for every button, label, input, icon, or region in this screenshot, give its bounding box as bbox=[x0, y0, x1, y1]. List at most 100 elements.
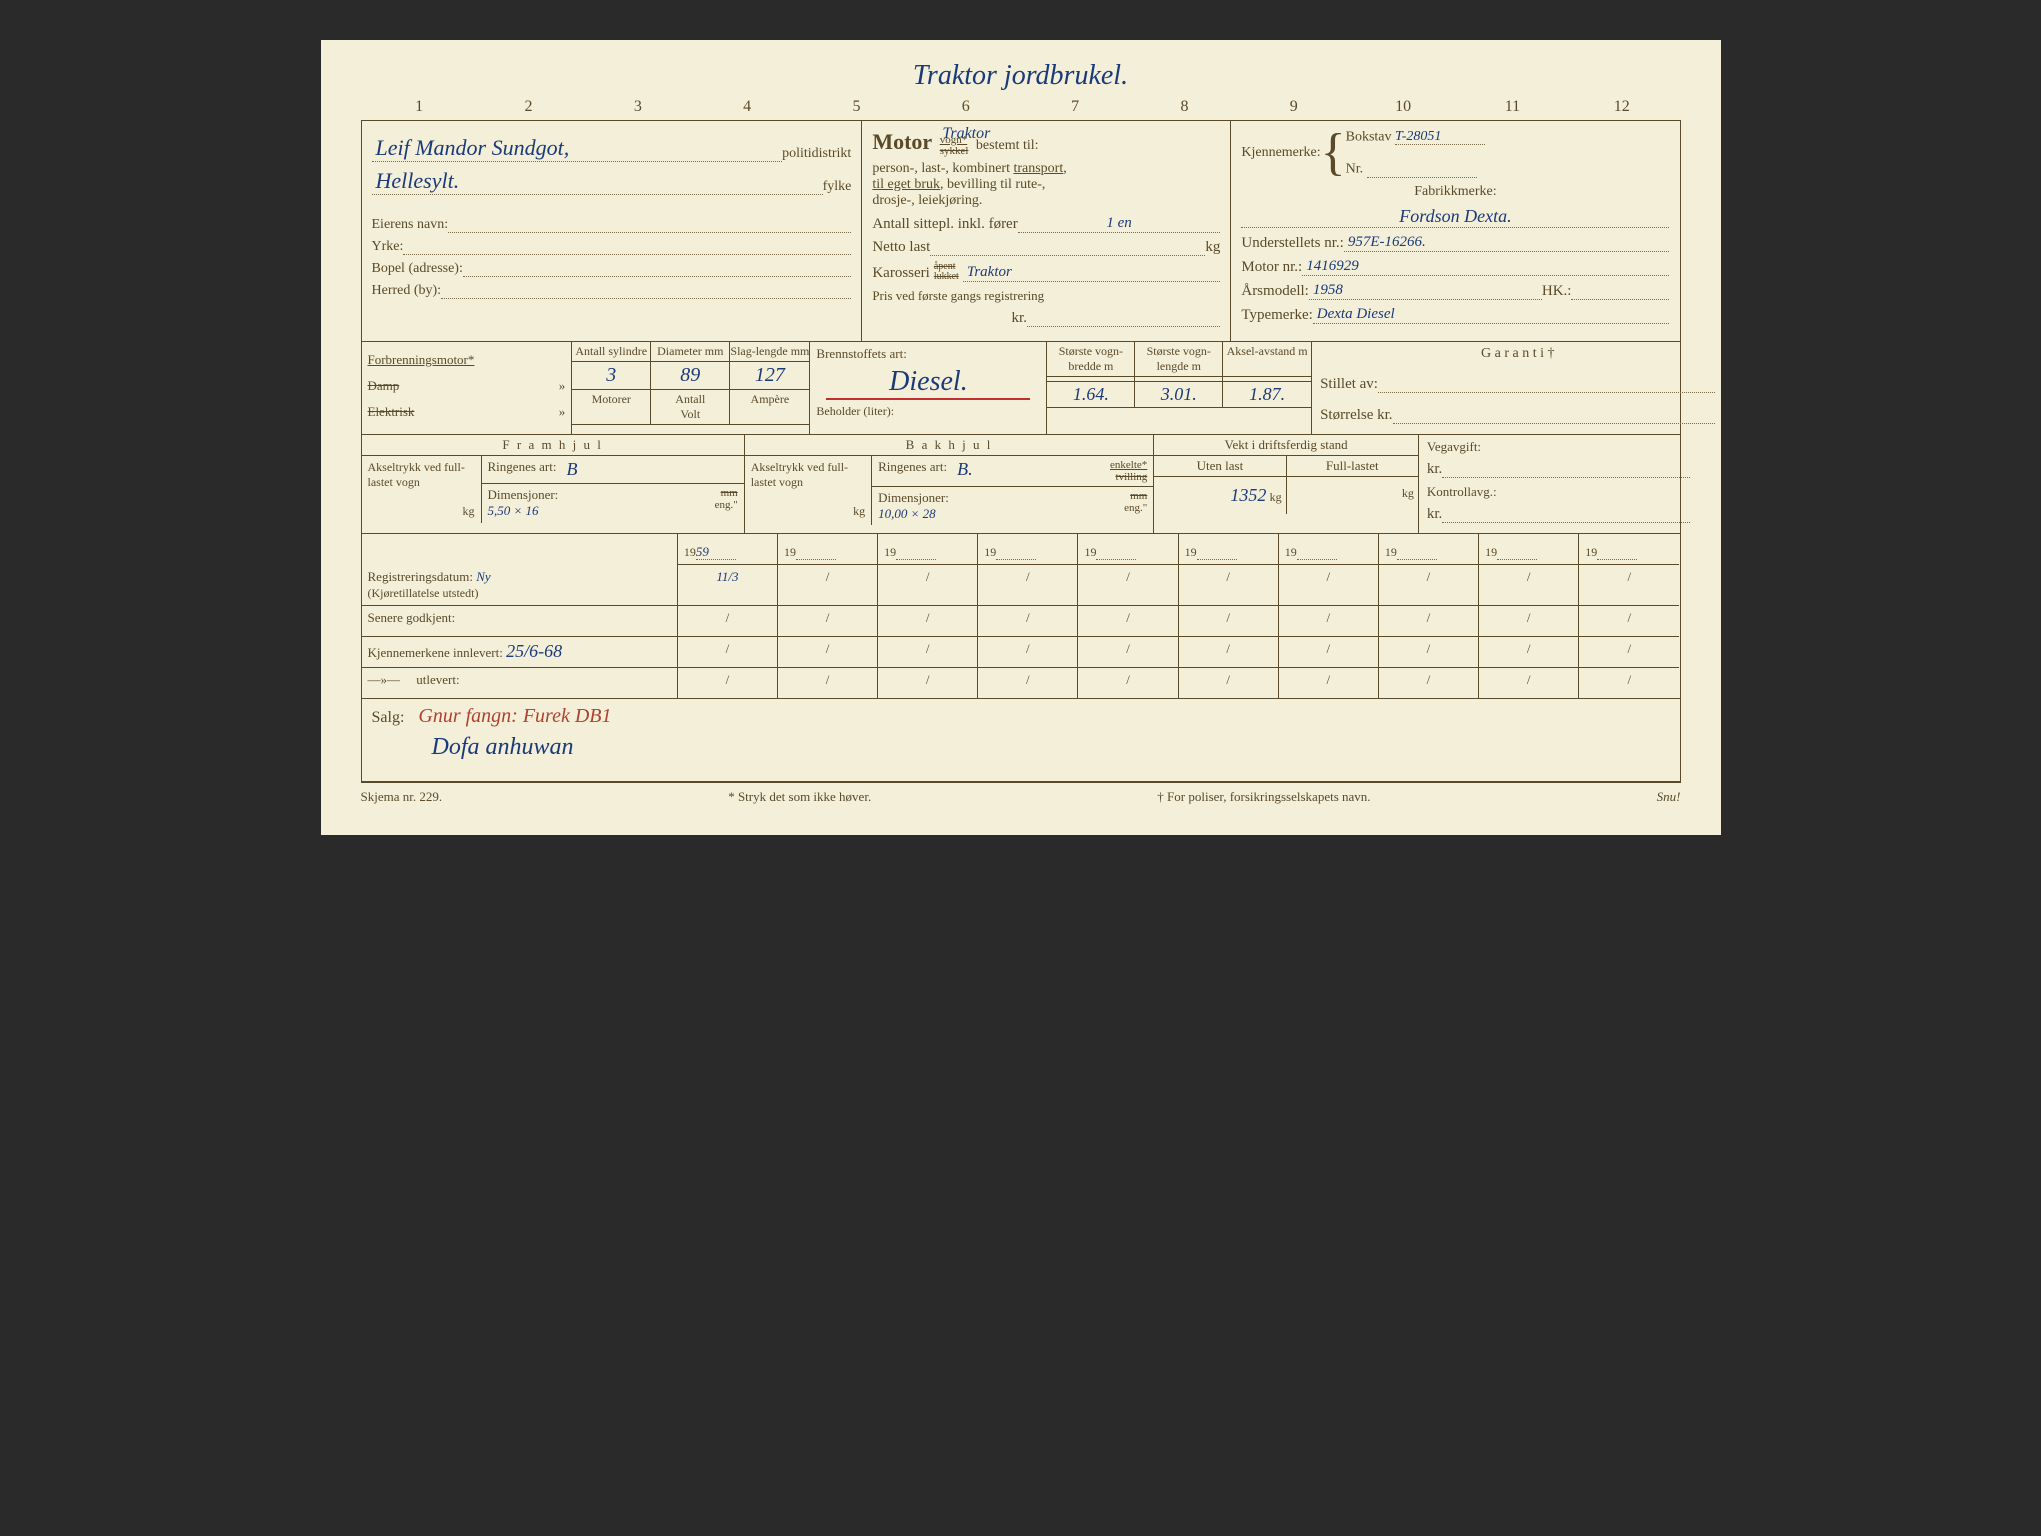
reg-date1: 11/3 bbox=[678, 565, 778, 606]
slag-label: Slag-lengde mm bbox=[730, 342, 809, 362]
pris-kr: kr. bbox=[1012, 310, 1027, 327]
damp-label: Damp bbox=[368, 378, 400, 393]
motor-line1: person-, last-, kombinert transport, bbox=[872, 161, 1066, 176]
stillet-label: Stillet av: bbox=[1320, 376, 1378, 393]
nr-label: Nr. bbox=[1346, 162, 1364, 177]
akseltrykk-f-label: Akseltrykk ved full-lastet vogn bbox=[368, 460, 475, 490]
lengde-val: 3.01. bbox=[1135, 382, 1223, 408]
bakhjul-label: B a k h j u l bbox=[745, 435, 1154, 456]
ruler-6: 6 bbox=[911, 98, 1020, 116]
yp7: 19 bbox=[1285, 545, 1297, 560]
enkelte-label: enkelte* bbox=[1110, 459, 1147, 471]
yp2: 19 bbox=[784, 545, 796, 560]
ruler-5: 5 bbox=[802, 98, 911, 116]
wheels-row: F r a m h j u l Akseltrykk ved full-last… bbox=[362, 435, 1680, 534]
netto-unit: kg bbox=[1205, 239, 1220, 256]
brenn-label: Brennstoffets art: bbox=[816, 346, 1040, 362]
fylke-label: fylke bbox=[823, 179, 852, 195]
hk-label: HK.: bbox=[1542, 283, 1572, 300]
vegavg-label: Vegavgift: bbox=[1427, 439, 1691, 455]
fabrikk-val: Fordson Dexta. bbox=[1241, 206, 1669, 228]
bredde-val: 1.64. bbox=[1047, 382, 1135, 408]
dim-f-val: 5,50 × 16 bbox=[488, 503, 539, 518]
ruler-1: 1 bbox=[365, 98, 474, 116]
brace-icon: { bbox=[1321, 133, 1346, 173]
full-label: Full-lastet bbox=[1287, 456, 1418, 476]
kontroll-label: Kontrollavg.: bbox=[1427, 484, 1691, 500]
dim-b-label: Dimensjoner: bbox=[878, 490, 949, 505]
framhjul-label: F r a m h j u l bbox=[362, 435, 744, 456]
ditto: —»— bbox=[368, 672, 401, 687]
rear-wheel-box: B a k h j u l Akseltrykk ved full-lastet… bbox=[745, 435, 1155, 533]
aars-label: Årsmodell: bbox=[1241, 283, 1309, 300]
salg-signature: Dofa anhuwan bbox=[432, 734, 1670, 761]
garanti-label: G a r a n t i † bbox=[1320, 346, 1715, 362]
motor-hand-top: Traktor bbox=[942, 125, 990, 143]
brenn-val: Diesel. bbox=[826, 366, 1030, 400]
bredde-label: Største vogn-bredde m bbox=[1047, 342, 1135, 377]
eier-label: Eierens navn: bbox=[372, 217, 449, 233]
footer: Skjema nr. 229. * Stryk det som ikke høv… bbox=[361, 783, 1681, 805]
mm-b: mm bbox=[1130, 490, 1147, 502]
syl-label: Antall sylindre bbox=[572, 342, 651, 362]
dates-grid: 1959 19 19 19 19 19 19 19 19 19 Registre… bbox=[362, 534, 1680, 698]
ruler-8: 8 bbox=[1130, 98, 1239, 116]
sittepl-label: Antall sittepl. inkl. fører bbox=[872, 216, 1017, 233]
aars-val: 1958 bbox=[1309, 282, 1542, 300]
form-outer: Leif Mandor Sundgot, politidistrikt Hell… bbox=[361, 120, 1681, 783]
aksel-label: Aksel-avstand m bbox=[1223, 342, 1311, 377]
bopel-label: Bopel (adresse): bbox=[372, 261, 463, 277]
yp8: 19 bbox=[1385, 545, 1397, 560]
salg-label: Salg: bbox=[372, 709, 405, 726]
uten-val: 1352 bbox=[1230, 485, 1266, 505]
ruler-10: 10 bbox=[1348, 98, 1457, 116]
kjennemerke-box: Kjennemerke: { Bokstav T-28051 Nr. Fabri… bbox=[1231, 121, 1679, 341]
garanti-col: G a r a n t i † Stillet av: Størrelse kr… bbox=[1312, 342, 1723, 434]
innlevert-val: 25/6-68 bbox=[506, 641, 562, 661]
vekt-label: Vekt i driftsferdig stand bbox=[1154, 435, 1418, 456]
ruler-7: 7 bbox=[1020, 98, 1129, 116]
utlevert-label: utlevert: bbox=[416, 672, 459, 687]
senere-label: Senere godkjent: bbox=[362, 606, 678, 637]
skjema-label: Skjema nr. 229. bbox=[361, 789, 443, 805]
poliser-label: † For poliser, forsikringsselskapets nav… bbox=[1157, 789, 1370, 805]
aksel-val: 1.87. bbox=[1223, 382, 1311, 408]
owner-place: Hellesylt. bbox=[372, 168, 823, 195]
ruler-2: 2 bbox=[474, 98, 583, 116]
reg-hand: Ny bbox=[476, 569, 490, 584]
ruler-9: 9 bbox=[1239, 98, 1348, 116]
yrke-label: Yrke: bbox=[372, 239, 404, 255]
motor-line2b: , bevilling til rute-, bbox=[940, 177, 1045, 192]
dates-row: 1959 19 19 19 19 19 19 19 19 19 Registre… bbox=[362, 534, 1680, 699]
weight-box: Vekt i driftsferdig stand Uten last Full… bbox=[1154, 435, 1419, 533]
motor-line2a: til eget bruk bbox=[872, 177, 940, 192]
ring-f-val: B bbox=[566, 459, 577, 480]
ruler-4: 4 bbox=[692, 98, 801, 116]
type-val: Dexta Diesel bbox=[1313, 306, 1670, 324]
yp5: 19 bbox=[1084, 545, 1096, 560]
stryk-label: * Stryk det som ikke høver. bbox=[728, 789, 871, 805]
dia-val: 89 bbox=[651, 362, 730, 390]
motornr-val: 1416929 bbox=[1302, 258, 1669, 276]
pris-label: Pris ved første gangs registrering bbox=[872, 288, 1044, 304]
motorer-label: Motorer bbox=[572, 390, 651, 425]
yp1: 19 bbox=[684, 545, 696, 560]
kg-f: kg bbox=[368, 504, 475, 519]
netto-label: Netto last bbox=[872, 239, 930, 256]
dim-b-val: 10,00 × 28 bbox=[878, 506, 936, 521]
forbr-label: Forbrenningsmotor* bbox=[368, 352, 566, 368]
mm-f: mm bbox=[721, 487, 738, 499]
innlevert-label: Kjennemerkene innlevert: bbox=[368, 645, 503, 660]
politidistrikt-label: politidistrikt bbox=[782, 146, 851, 162]
fuel-col: Brennstoffets art: Diesel. Beholder (lit… bbox=[810, 342, 1047, 434]
volt-label: Volt bbox=[680, 407, 700, 421]
uten-label: Uten last bbox=[1154, 456, 1286, 476]
engine-type-col: Forbrenningsmotor* Damp » Elektrisk » bbox=[362, 342, 573, 434]
yp10: 19 bbox=[1585, 545, 1597, 560]
uten-kg: kg bbox=[1270, 490, 1282, 504]
under-label: Understellets nr.: bbox=[1241, 235, 1343, 252]
salg-row: Salg: Gnur fangn: Furek DB1 Dofa anhuwan bbox=[362, 699, 1680, 782]
fees-box: Vegavgift: kr. Kontrollavg.: kr. bbox=[1419, 435, 1699, 533]
lukket-label: lukket bbox=[934, 271, 959, 282]
motor-label: Motor bbox=[872, 129, 932, 154]
